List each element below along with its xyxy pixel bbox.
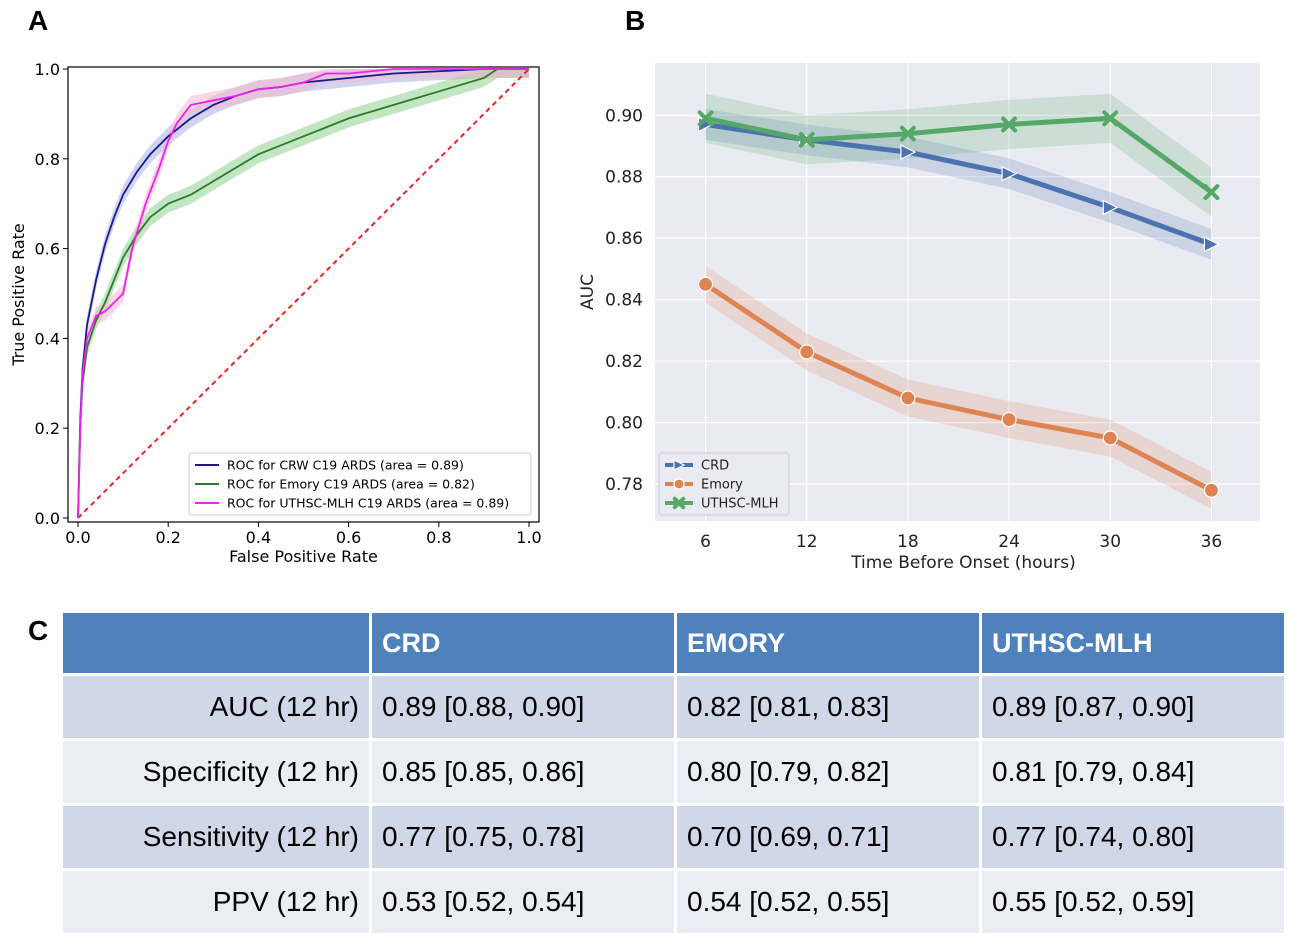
data-point <box>1102 430 1118 446</box>
roc-line <box>77 68 529 519</box>
y-tick-label: 0.90 <box>605 106 643 126</box>
table-row: AUC (12 hr) 0.89 [0.88, 0.90] 0.82 [0.81… <box>63 676 1284 738</box>
data-point <box>1001 165 1018 182</box>
ci-band <box>705 265 1212 509</box>
data-point <box>672 496 686 510</box>
legend-label: ROC for UTHSC-MLH C19 ARDS (area = 0.89) <box>227 496 509 511</box>
data-point <box>1102 110 1119 127</box>
x-tick-label: 1.0 <box>516 528 541 547</box>
y-axis-label: AUC <box>578 274 598 310</box>
data-point <box>673 478 685 490</box>
table-cell: 0.77 [0.75, 0.78] <box>372 806 674 868</box>
table-cell: 0.82 [0.81, 0.83] <box>677 676 979 738</box>
y-tick-label: 0.80 <box>605 414 643 434</box>
y-tick-label: 0.8 <box>35 150 60 169</box>
table-header-cell: UTHSC-MLH <box>982 613 1284 673</box>
table-cell: 0.81 [0.79, 0.84] <box>982 741 1284 803</box>
series-line <box>705 115 1213 195</box>
table-row: Specificity (12 hr) 0.85 [0.85, 0.86] 0.… <box>63 741 1284 803</box>
y-tick-label: 0.4 <box>35 329 60 348</box>
x-tick-label: 36 <box>1201 532 1223 552</box>
data-point <box>1203 236 1220 253</box>
legend-box <box>658 452 790 516</box>
data-point <box>1001 116 1018 133</box>
y-tick-label: 0.0 <box>35 509 60 528</box>
table-header-row: CRD EMORY UTHSC-MLH <box>63 613 1284 673</box>
x-tick-label: 12 <box>796 532 818 552</box>
x-tick-label: 30 <box>1099 532 1121 552</box>
panel-b-letter: B <box>625 5 646 36</box>
series-line <box>704 282 1213 493</box>
x-tick-label: 18 <box>897 532 919 552</box>
legend-label: UTHSC-MLH <box>701 497 779 512</box>
legend-label: Emory <box>701 478 743 493</box>
row-label: AUC (12 hr) <box>63 676 369 738</box>
table-row: PPV (12 hr) 0.53 [0.52, 0.54] 0.54 [0.52… <box>63 871 1284 933</box>
y-tick-label: 0.88 <box>605 168 643 188</box>
data-point <box>900 144 917 161</box>
row-label: Sensitivity (12 hr) <box>63 806 369 868</box>
y-tick-label: 0.84 <box>605 291 643 311</box>
data-point <box>1203 184 1220 201</box>
data-point <box>799 344 815 360</box>
table-cell: 0.89 [0.88, 0.90] <box>372 676 674 738</box>
legend-box <box>188 452 532 516</box>
data-point <box>1203 482 1220 498</box>
table-header-cell: CRD <box>372 613 674 673</box>
row-label: PPV (12 hr) <box>63 871 369 933</box>
table-cell: 0.70 [0.69, 0.71] <box>677 806 979 868</box>
roc-line <box>77 68 529 519</box>
data-point <box>900 390 916 406</box>
legend-label: ROC for Emory C19 ARDS (area = 0.82) <box>227 477 475 492</box>
x-axis-label: False Positive Rate <box>229 547 378 566</box>
x-tick-label: 0.4 <box>246 528 271 547</box>
chance-diagonal <box>77 68 530 519</box>
legend-label: CRD <box>701 459 729 474</box>
data-point <box>899 125 916 142</box>
x-tick-label: 0.2 <box>155 528 180 547</box>
y-tick-label: 1.0 <box>35 60 60 79</box>
y-tick-label: 0.82 <box>605 352 643 372</box>
ci-band <box>705 109 1212 260</box>
table-cell: 0.53 [0.52, 0.54] <box>372 871 674 933</box>
table-row: Sensitivity (12 hr) 0.77 [0.75, 0.78] 0.… <box>63 806 1284 868</box>
x-axis-label: Time Before Onset (hours) <box>850 553 1076 573</box>
data-point <box>1102 199 1119 216</box>
roc-line <box>77 68 529 519</box>
data-point <box>798 131 815 148</box>
auc-time-chart: 6 12 18 24 30 36 0.78 0.80 0.82 0.84 0.86 0.88 0.90 T… <box>578 63 1260 573</box>
x-tick-label: 0.0 <box>65 528 90 547</box>
table-cell: 0.54 [0.52, 0.55] <box>677 871 979 933</box>
x-tick-label: 24 <box>998 532 1020 552</box>
x-tick-label: 0.6 <box>336 528 361 547</box>
panel-c-letter: C <box>28 615 49 646</box>
x-tick-label: 0.8 <box>426 528 451 547</box>
data-point <box>673 459 686 471</box>
table-cell: 0.55 [0.52, 0.59] <box>982 871 1284 933</box>
table-cell: 0.77 [0.74, 0.80] <box>982 806 1284 868</box>
table-cell: 0.85 [0.85, 0.86] <box>372 741 674 803</box>
x-tick-label: 6 <box>700 532 711 552</box>
roc-chart: 0.0 0.2 0.4 0.6 0.8 1.0 0.0 0.2 0.4 0.6 0.8 1.0 Fals… <box>9 60 542 566</box>
table-header-cell <box>63 613 369 673</box>
table-cell: 0.89 [0.87, 0.90] <box>982 676 1284 738</box>
data-point <box>697 276 714 292</box>
y-tick-label: 0.86 <box>605 229 643 249</box>
table-header-cell: EMORY <box>677 613 979 673</box>
y-tick-label: 0.78 <box>605 475 643 495</box>
y-tick-label: 0.6 <box>35 240 60 259</box>
legend-label: ROC for CRW C19 ARDS (area = 0.89) <box>227 458 464 473</box>
data-point <box>1001 411 1017 428</box>
metrics-table: CRD EMORY UTHSC-MLH AUC (12 hr) 0.89 [0.… <box>60 610 1287 936</box>
ci-band <box>705 93 1212 217</box>
table-cell: 0.80 [0.79, 0.82] <box>677 741 979 803</box>
y-axis-label: True Positive Rate <box>9 223 28 367</box>
panel-a-letter: A <box>28 5 49 36</box>
y-tick-label: 0.2 <box>35 419 60 438</box>
plot-background <box>655 63 1260 521</box>
data-point <box>697 110 714 127</box>
row-label: Specificity (12 hr) <box>63 741 369 803</box>
